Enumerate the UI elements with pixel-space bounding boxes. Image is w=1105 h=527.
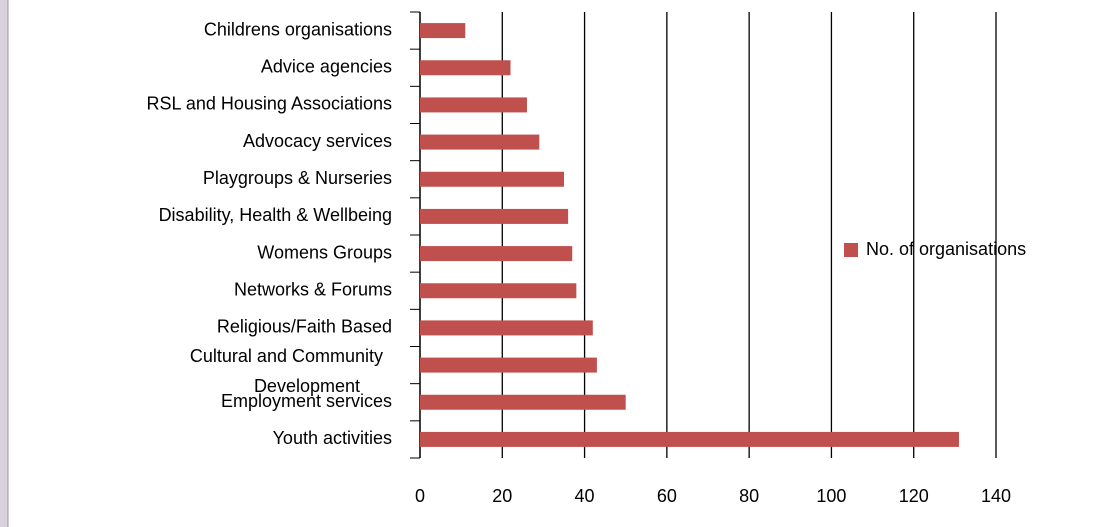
x-tick-label: 40 (575, 486, 595, 506)
legend-label: No. of organisations (866, 239, 1026, 259)
bar (420, 283, 577, 299)
x-tick-label: 120 (899, 486, 929, 506)
x-tick-label: 20 (492, 486, 512, 506)
y-tick-label: Playgroups & Nurseries (203, 168, 392, 188)
y-tick-label: RSL and Housing Associations (147, 94, 392, 114)
bar (420, 134, 540, 150)
bar (420, 246, 573, 262)
bar (420, 171, 564, 187)
left-border (0, 0, 8, 527)
y-tick-label: Employment services (221, 391, 392, 411)
bar (420, 320, 593, 336)
y-tick-label: Religious/Faith Based (217, 317, 392, 337)
y-tick-label: Cultural and Community Development (190, 346, 388, 396)
x-tick-label: 100 (816, 486, 846, 506)
bar (420, 357, 597, 373)
x-tick-label: 80 (739, 486, 759, 506)
y-tick-label: Disability, Health & Wellbeing (159, 205, 392, 225)
y-tick-label: Networks & Forums (234, 280, 392, 300)
bar (420, 208, 569, 224)
y-tick-label: Advice agencies (261, 57, 392, 77)
legend-swatch (844, 243, 858, 257)
x-tick-label: 60 (657, 486, 677, 506)
bar (420, 431, 959, 447)
y-tick-label: Childrens organisations (204, 19, 392, 39)
y-tick-label: Youth activities (273, 428, 392, 448)
bar (420, 23, 466, 39)
bar (420, 60, 511, 76)
x-tick-label: 0 (415, 486, 425, 506)
x-tick-label: 140 (981, 486, 1011, 506)
y-tick-label: Advocacy services (243, 131, 392, 151)
y-tick-label: Womens Groups (257, 242, 392, 262)
bar (420, 394, 626, 410)
bar (420, 97, 527, 113)
